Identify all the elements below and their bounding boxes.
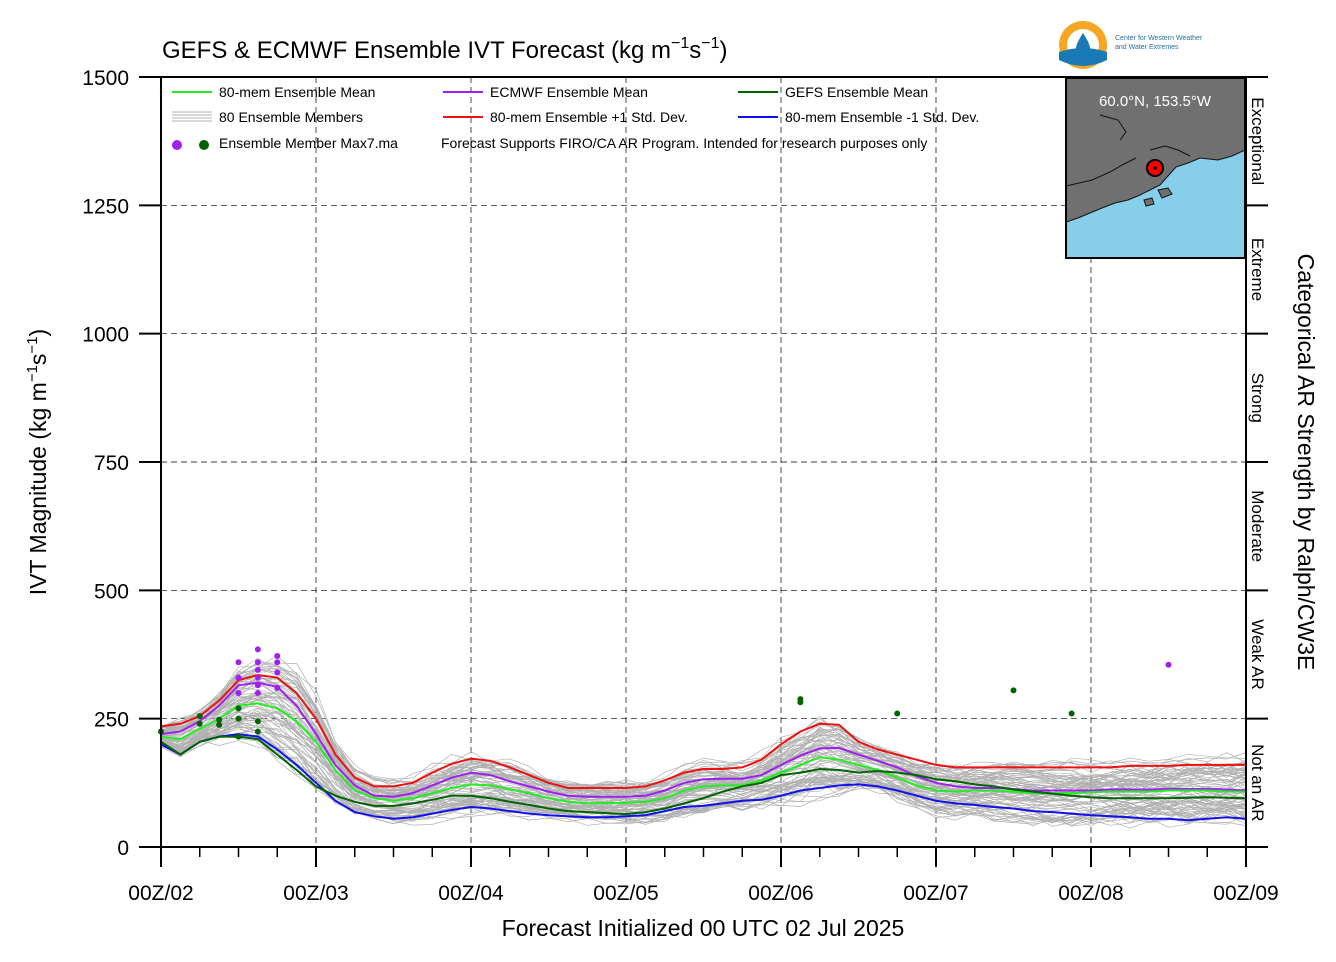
80-mem-ensemble-1-std-dev-line [160,733,1247,822]
ecmwf-max-point [1165,661,1172,668]
x-axis-title: Forecast Initialized 00 UTC 02 Jul 2025 [502,915,905,941]
ecmwf-max-point [254,659,261,666]
inset-map: 60.0°N, 153.5°W [1065,77,1246,259]
80-mem-ensemble-1-std-dev-line [160,673,1246,789]
series-lines [160,673,1247,822]
gefs-max-point [254,718,261,725]
legend-swatch-members [172,111,212,122]
legend-label-ens-mean: 80-mem Ensemble Mean [219,84,375,100]
ensemble-member-line [160,677,1247,794]
ecmwf-max-point [235,690,242,696]
legend-label-ecmwf-mean: ECMWF Ensemble Mean [490,84,648,100]
ecmwf-max-point [254,682,261,689]
legend-label-members: 80 Ensemble Members [219,109,363,125]
gefs-max-point [1068,710,1075,717]
gefs-max-point [1010,687,1017,694]
inset-island [1157,187,1173,199]
ensemble-member-line [160,668,1247,795]
x-tick-label: 00Z/08 [1058,882,1123,905]
y-axis: 0 250 500 750 1000 1250 1500 [82,67,161,860]
category-label: Strong [1248,373,1267,423]
gefs-max-point [216,721,223,728]
x-tick-label: 00Z/09 [1213,882,1278,905]
ensemble-member-line [160,734,1247,823]
legend-marker-ecmwf-max [172,140,182,150]
ecmwf-max-point [274,653,281,660]
ensemble-member-line [160,712,1247,819]
ensemble-member-line [160,728,1247,822]
ecmwf-max-point [235,659,242,666]
logo-text-line2: and Water Extremes [1115,44,1179,51]
legend-label-gefs-mean: GEFS Ensemble Mean [785,84,928,100]
ensemble-member-line [160,655,1247,787]
x-tick-label: 00Z/05 [593,882,658,905]
ecmwf-max-point [254,674,261,681]
y-tick-label: 1250 [82,195,129,218]
gefs-max-point [894,710,901,717]
y-tick-label: 1000 [82,324,129,347]
y-tick-label: 1500 [82,67,129,90]
legend-label-max: Ensemble Member Max7.ma [219,135,398,151]
inset-map-frame [1065,77,1246,259]
legend-marker-gefs-max [199,140,209,150]
y-tick-label: 750 [94,452,129,475]
gefs-max-point [196,713,203,720]
ecmwf-max-point [254,666,261,673]
ensemble-member-line [160,690,1247,809]
gefs-max-point [254,728,261,735]
right-axis-title: Categorical AR Strength by Ralph/CW3E [1293,254,1319,671]
gefs-max-point [235,733,242,740]
legend: 80-mem Ensemble Mean ECMWF Ensemble Mean… [172,84,979,151]
ecmwf-max-point [235,674,242,681]
cw3e-logo: Center for Western Weather and Water Ext… [1059,21,1203,69]
x-axis: 00Z/02 00Z/03 00Z/04 00Z/05 00Z/06 00Z/07 00Z/… [128,847,1279,905]
category-label: Extreme [1248,238,1267,301]
ensemble-member-line [160,734,1247,823]
x-tick-label: 00Z/06 [748,882,813,905]
gefs-max-point [235,705,242,712]
category-label: Moderate [1248,490,1267,562]
x-tick-label: 00Z/04 [438,882,504,905]
ecmwf-max-point [254,690,261,696]
ecmwf-max-point [274,684,281,691]
gefs-max-point [797,699,804,706]
logo-text-line1: Center for Western Weather [1115,35,1203,42]
water-drop-icon [1076,33,1090,55]
research-note: Forecast Supports FIRO/CA AR Program. In… [441,135,927,151]
inset-island [1143,197,1155,207]
category-axis: Not an AR Weak AR Moderate Strong Extreme Exc… [1246,76,1268,848]
gefs-max-point [216,716,223,723]
y-tick-label: 500 [94,580,129,603]
x-tick-label: 00Z/07 [903,882,968,905]
ecmwf-max-point [274,669,281,676]
80-mem-ensemble-mean-line [160,702,1246,805]
chart-title: GEFS & ECMWF Ensemble IVT Forecast (kg m… [162,35,728,64]
y-tick-label: 250 [94,709,129,732]
ecmwf-max-point [254,646,261,653]
y-tick-label: 0 [117,837,129,860]
ecmwf-ensemble-mean-line [160,681,1247,798]
inset-map-land [1065,77,1246,223]
ensemble-member-line [160,675,1247,798]
legend-label-plus-std: 80-mem Ensemble +1 Std. Dev. [490,109,688,125]
gefs-max-point [235,715,242,722]
category-label: Exceptional [1248,97,1267,185]
ecmwf-max-point [274,659,281,666]
inset-location-label: 60.0°N, 153.5°W [1099,93,1212,110]
gefs-ensemble-mean-line [160,735,1247,816]
ensemble-member-line [160,735,1247,826]
gefs-max-point [196,720,203,727]
ensemble-member-line [160,713,1247,813]
max-points [158,646,1172,740]
category-label: Not an AR [1248,744,1267,822]
category-label: Weak AR [1248,619,1267,690]
y-axis-title: IVT Magnitude (kg m−1s−1) [24,329,51,595]
ensemble-member-line [160,665,1247,793]
x-tick-label: 00Z/03 [283,882,348,905]
legend-label-minus-std: 80-mem Ensemble -1 Std. Dev. [785,109,979,125]
x-tick-label: 00Z/02 [128,882,193,905]
